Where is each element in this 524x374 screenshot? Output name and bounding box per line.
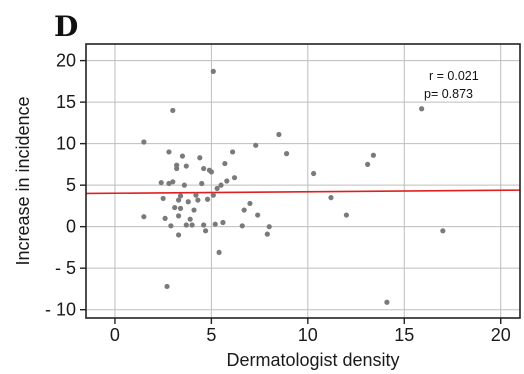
data-point [183, 163, 189, 169]
data-point [224, 178, 230, 184]
data-point [328, 195, 334, 201]
data-point [177, 193, 184, 199]
data-point [253, 142, 259, 148]
data-point [276, 131, 282, 138]
data-point [208, 169, 214, 175]
y-tick-label: 0 [66, 217, 76, 237]
data-point [222, 160, 228, 167]
data-point [197, 155, 203, 161]
r-value-label: r = 0.021 [429, 69, 479, 83]
data-point [440, 228, 446, 234]
data-point [239, 223, 245, 229]
data-point [174, 165, 180, 172]
data-point [210, 68, 216, 74]
data-point [187, 216, 193, 222]
data-point [164, 283, 170, 290]
data-point [201, 165, 207, 172]
data-point [214, 185, 220, 192]
data-point [191, 207, 197, 213]
x-tick-label: 5 [206, 325, 216, 345]
y-tick-label: 15 [56, 92, 76, 112]
p-value-label: p= 0.873 [424, 87, 473, 101]
data-point [172, 204, 178, 211]
data-point [384, 299, 390, 305]
data-point [264, 231, 270, 237]
data-point [216, 249, 222, 256]
y-tick-label: 20 [56, 51, 76, 71]
y-axis-ticks: - 10 - 5 0 5 10 15 20 [45, 51, 86, 320]
data-points [141, 68, 446, 305]
data-point [218, 182, 224, 188]
x-axis-ticks: 0 5 10 15 20 [110, 318, 511, 345]
y-tick-label: - 10 [45, 300, 76, 320]
data-point [175, 197, 182, 203]
data-point [160, 195, 166, 202]
x-tick-label: 0 [110, 325, 120, 345]
data-point [311, 170, 317, 177]
data-point [284, 151, 290, 157]
data-point [177, 205, 184, 211]
data-point [231, 175, 238, 181]
data-point [183, 222, 189, 228]
data-point [201, 222, 207, 228]
data-point [419, 106, 425, 112]
y-axis-title: Increase in incidence [13, 96, 33, 265]
y-tick-label: 5 [66, 175, 76, 195]
y-tick-label: 10 [56, 134, 76, 154]
data-point [365, 161, 371, 167]
data-point [193, 192, 199, 198]
data-point [181, 182, 187, 188]
data-point [255, 212, 261, 218]
x-axis-title: Dermatologist density [226, 350, 399, 370]
data-point [166, 149, 172, 155]
data-point [220, 219, 226, 226]
data-point [141, 139, 147, 145]
data-point [370, 152, 377, 158]
plot-frame [85, 43, 521, 319]
data-point [199, 180, 205, 187]
x-tick-label: 10 [298, 325, 318, 345]
x-tick-label: 15 [394, 325, 414, 345]
data-point [229, 149, 236, 155]
data-point [158, 180, 164, 186]
x-tick-label: 20 [491, 325, 511, 345]
data-point [170, 179, 176, 185]
panel-label: D [54, 10, 78, 43]
data-point [202, 228, 209, 234]
data-point [141, 214, 147, 220]
data-point [247, 200, 253, 207]
data-point [185, 199, 191, 205]
data-point [170, 107, 176, 114]
data-point [212, 221, 218, 227]
data-point [189, 222, 195, 228]
data-point [266, 224, 272, 230]
data-point [241, 207, 247, 213]
data-point [175, 213, 182, 219]
data-point [179, 153, 186, 159]
data-point [175, 232, 182, 238]
data-point [343, 212, 349, 218]
grid-lines [86, 44, 520, 318]
data-point [195, 197, 201, 203]
y-tick-label: - 5 [55, 258, 76, 278]
data-point [162, 215, 168, 221]
data-point [168, 223, 174, 229]
data-point [210, 192, 216, 198]
data-point [204, 196, 211, 202]
regression-line [85, 189, 521, 195]
